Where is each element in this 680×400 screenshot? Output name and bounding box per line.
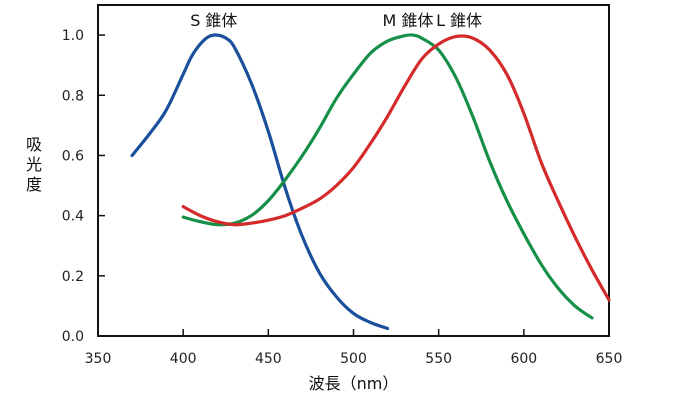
y-tick-label: 0.8 [62,88,84,104]
x-tick-label: 650 [596,351,623,367]
axes: 350 400 450 500 550 600 650 0.0 0.2 0.4 0.6 0.8 1.0 [62,4,623,367]
y-axis-title-char: 度 [26,175,42,194]
s-cone-label: S 錐体 [190,11,237,30]
y-axis-title-char: 光 [26,155,42,174]
y-tick-label: 0.4 [62,209,84,225]
series-lines [130,33,611,331]
l-cone-label: L 錐体 [436,11,482,30]
x-tick-label: 450 [255,351,282,367]
y-axis-title-char: 吸 [26,135,42,154]
x-axis-title: 波長（nm） [309,374,399,393]
m-cone-curve [181,33,594,320]
y-tick-label: 0.6 [62,148,84,164]
x-tick-label: 500 [340,351,367,367]
x-tick-label: 400 [170,351,197,367]
s-cone-curve [130,33,390,331]
m-cone-label: M 錐体 [383,11,434,30]
y-tick-label: 1.0 [62,28,84,44]
y-tick-label: 0.0 [62,329,84,345]
series-labels: S 錐体 M 錐体 L 錐体 [190,11,482,30]
x-tick-label: 600 [510,351,537,367]
x-tick-label: 550 [425,351,452,367]
y-axis-title: 吸光度 [26,135,42,194]
l-cone-curve [181,34,611,302]
y-tick-label: 0.2 [62,269,84,285]
plot-frame [97,4,610,337]
x-tick-label: 350 [85,351,112,367]
